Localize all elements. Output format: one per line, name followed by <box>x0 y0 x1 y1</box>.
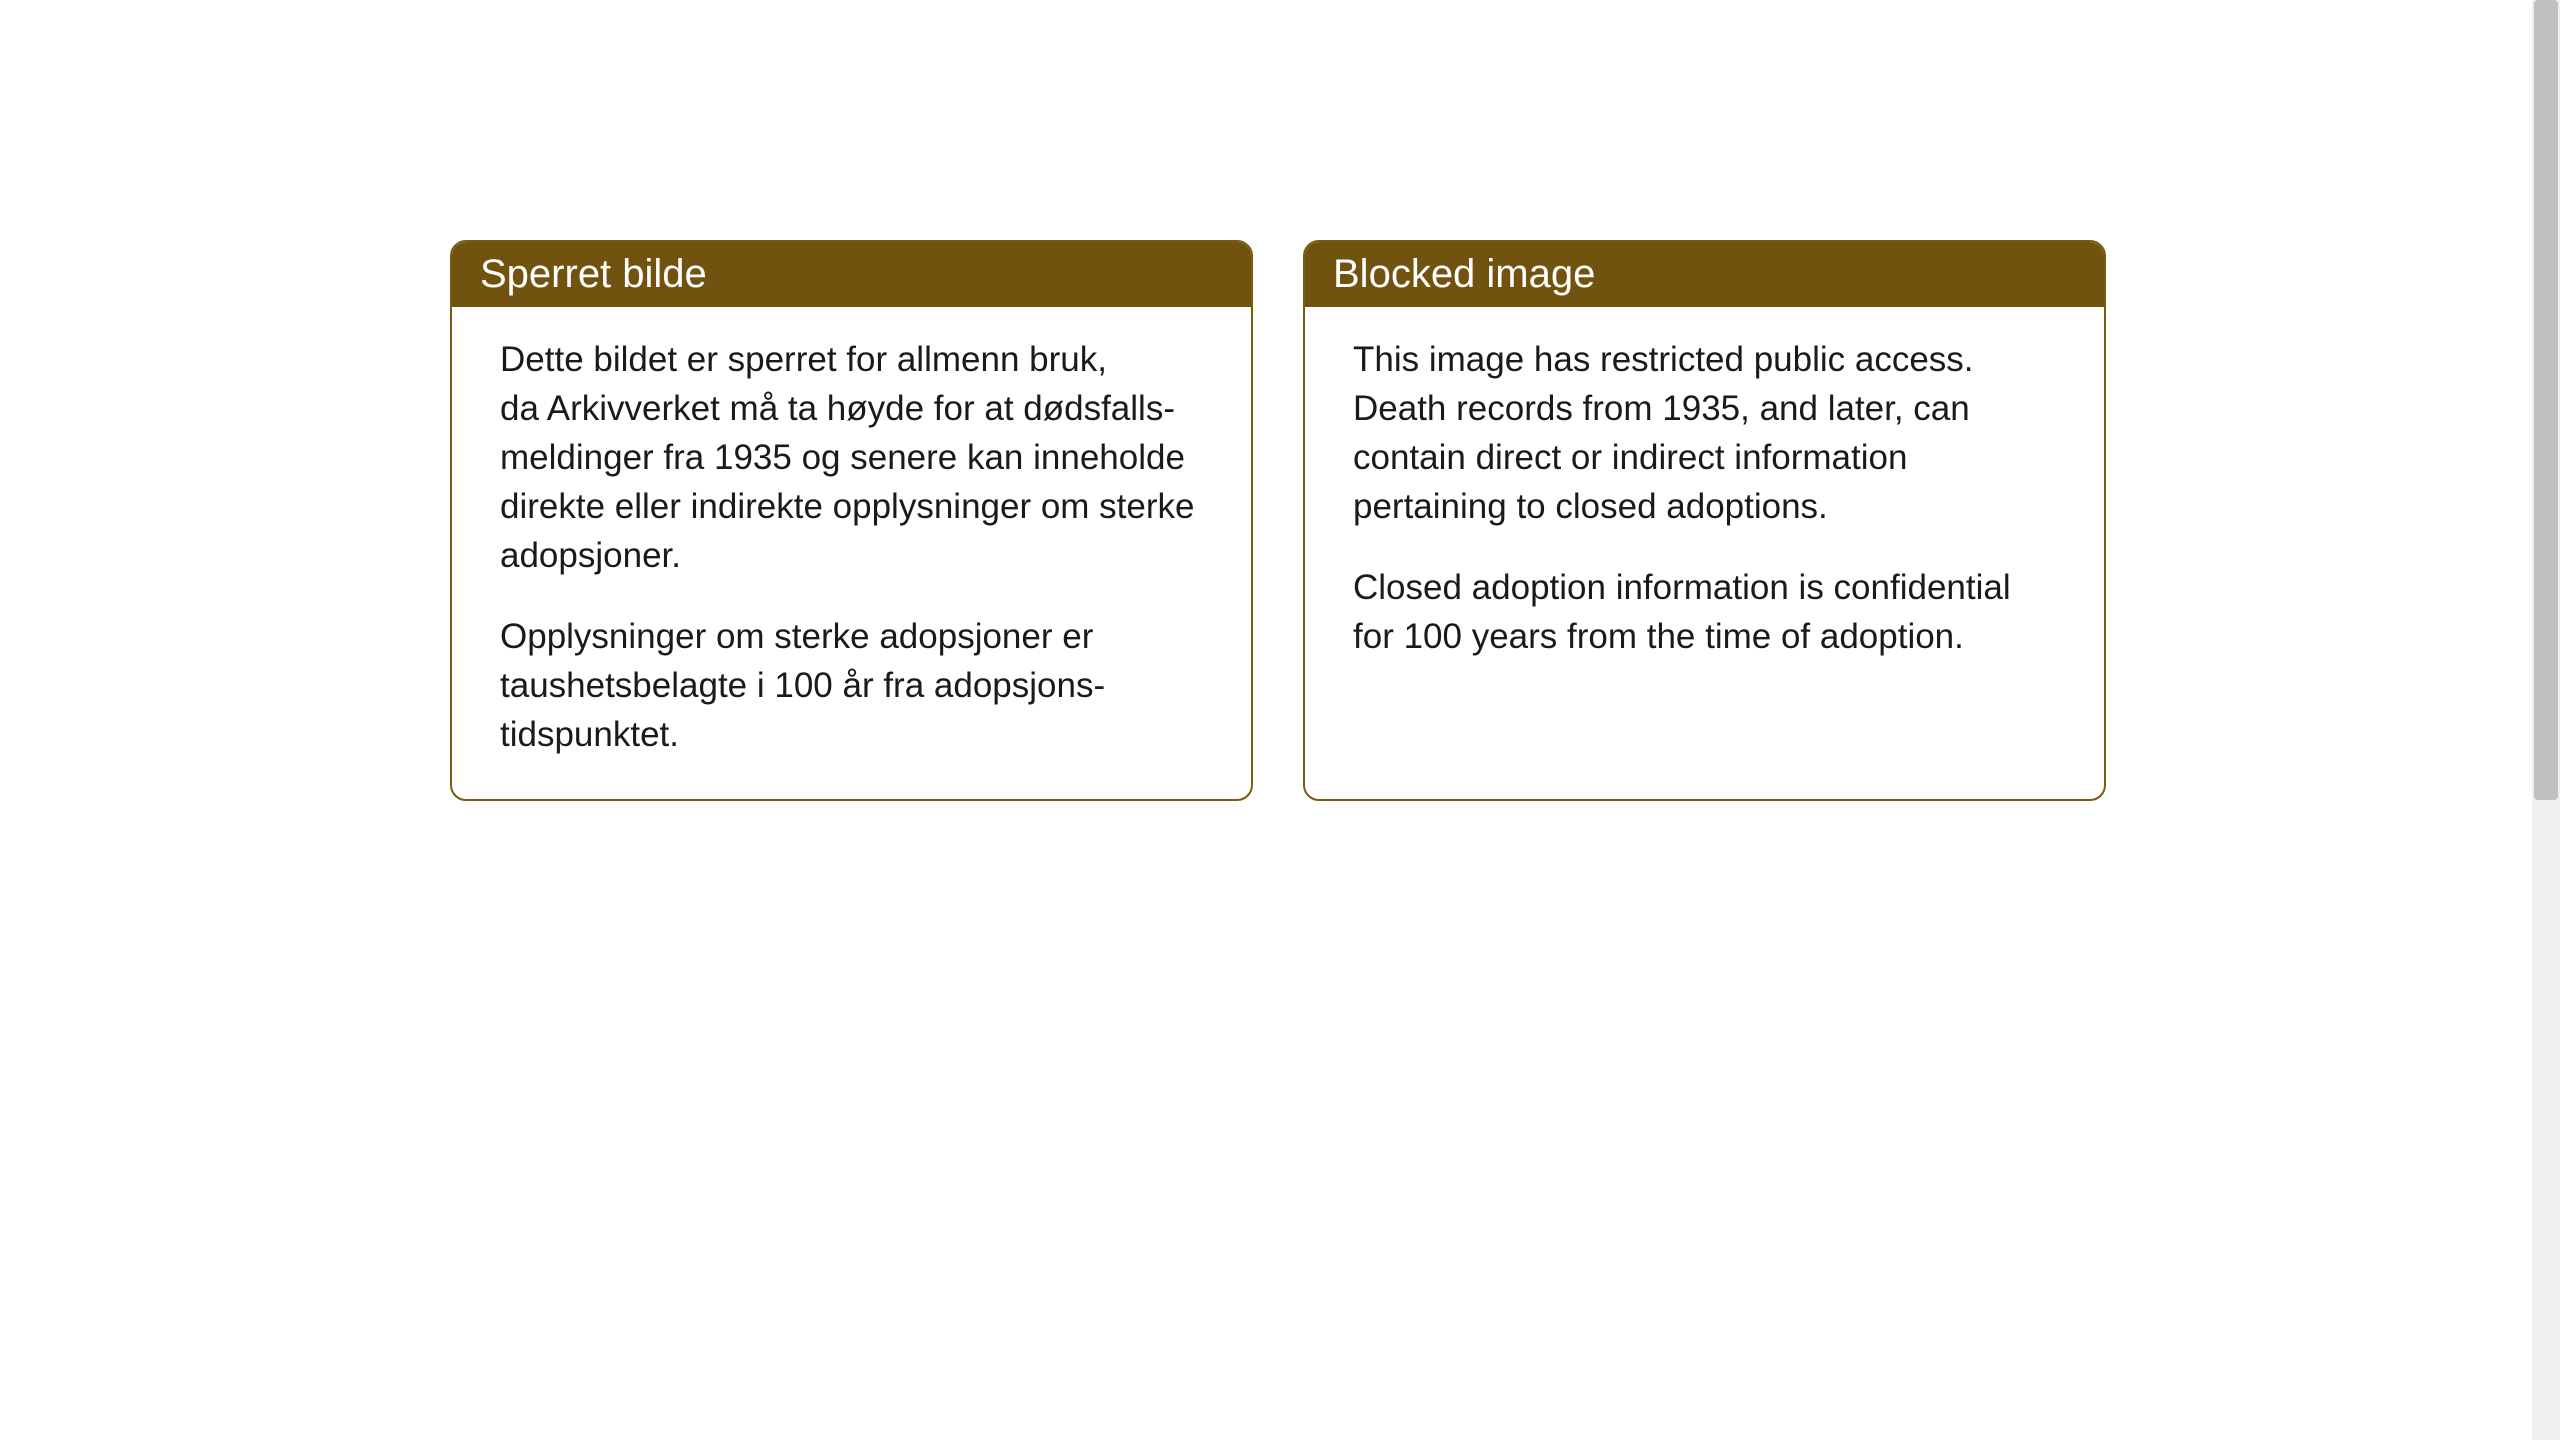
card-norwegian-header: Sperret bilde <box>452 242 1251 307</box>
card-norwegian: Sperret bilde Dette bildet er sperret fo… <box>450 240 1253 801</box>
card-english-paragraph-2: Closed adoption information is confident… <box>1353 563 2056 661</box>
card-english-header: Blocked image <box>1305 242 2104 307</box>
card-norwegian-body: Dette bildet er sperret for allmenn bruk… <box>452 307 1251 799</box>
card-norwegian-title: Sperret bilde <box>480 252 707 296</box>
card-english-title: Blocked image <box>1333 252 1595 296</box>
card-english-body: This image has restricted public access.… <box>1305 307 2104 710</box>
card-english: Blocked image This image has restricted … <box>1303 240 2106 801</box>
card-norwegian-paragraph-1: Dette bildet er sperret for allmenn bruk… <box>500 335 1203 580</box>
card-norwegian-paragraph-2: Opplysninger om sterke adopsjoner er tau… <box>500 612 1203 759</box>
cards-container: Sperret bilde Dette bildet er sperret fo… <box>450 240 2106 801</box>
card-english-paragraph-1: This image has restricted public access.… <box>1353 335 2056 531</box>
scrollbar-thumb[interactable] <box>2534 0 2558 800</box>
vertical-scrollbar[interactable] <box>2532 0 2560 1440</box>
